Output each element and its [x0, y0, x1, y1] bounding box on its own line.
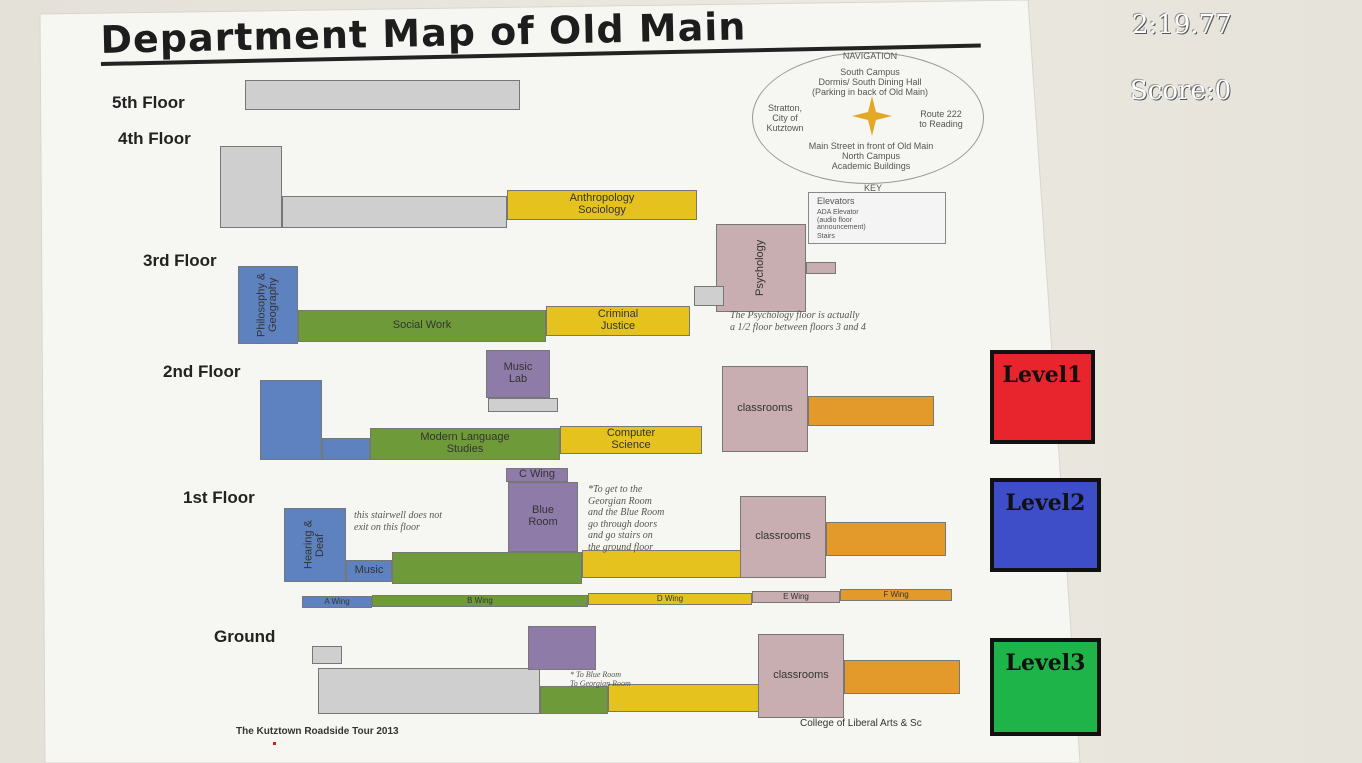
- footer-right: College of Liberal Arts & Sc: [800, 718, 922, 729]
- note-stairwell: this stairwell does not exit on this flo…: [354, 510, 443, 533]
- ground-east-wing: [844, 660, 960, 694]
- room-anthropology: Anthropology Sociology: [507, 190, 697, 220]
- ground-west-small: [312, 646, 342, 664]
- floor-label-ground: Ground: [214, 627, 276, 646]
- wing-b: B Wing: [372, 595, 588, 607]
- ground-west: [318, 668, 540, 714]
- map-key: Elevators ADA Elevator (audio floor anno…: [808, 192, 946, 244]
- floor-label-3: 3rd Floor: [143, 251, 217, 270]
- floor5-hall: [245, 80, 520, 110]
- floor-label-1: 1st Floor: [183, 488, 255, 507]
- note-psychology: The Psychology floor is actually a 1/2 f…: [730, 310, 866, 333]
- note-georgian: *To get to the Georgian Room and the Blu…: [588, 484, 665, 553]
- psychology-stairs: [694, 286, 724, 306]
- player-marker: [273, 742, 276, 745]
- key-ada: ADA Elevator (audio floor announcement): [817, 209, 866, 232]
- compass-east: Route 222 to Reading: [919, 109, 963, 129]
- navigation-compass: [752, 52, 984, 184]
- compass-south: South Campus Dormis/ South Dining Hall (…: [811, 67, 929, 97]
- room-music: Music: [346, 560, 392, 582]
- ground-green-hall: [540, 686, 608, 714]
- floor-label-5: 5th Floor: [112, 93, 185, 112]
- level-1-button[interactable]: Level1: [990, 350, 1095, 444]
- key-stairs: Stairs: [817, 233, 835, 240]
- floor1-d-hall: [582, 550, 746, 578]
- room-psychology: Psychology: [716, 224, 806, 312]
- level-3-label: Level3: [1005, 650, 1086, 676]
- level-2-button[interactable]: Level2: [990, 478, 1101, 572]
- level-1-label: Level1: [1002, 362, 1083, 388]
- room-music-lab: Music Lab: [486, 350, 550, 398]
- wing-d: D Wing: [588, 593, 752, 605]
- floor2-west-hall: [322, 438, 370, 460]
- key-elevators: Elevators: [817, 196, 855, 206]
- room-classrooms-ground: classrooms: [758, 634, 844, 718]
- music-lab-stair: [488, 398, 558, 412]
- room-social-work: Social Work: [298, 310, 546, 342]
- timer: 2:19.77: [1132, 10, 1232, 40]
- level-2-label: Level2: [1005, 490, 1086, 516]
- floor4-hall: [282, 196, 507, 228]
- room-modern-language: Modern Language Studies: [370, 428, 560, 460]
- ground-music-practice: [528, 626, 596, 670]
- compass-west: Stratton, City of Kutztown: [766, 103, 804, 133]
- footer-left: The Kutztown Roadside Tour 2013: [236, 726, 399, 737]
- room-c-wing: C Wing: [506, 468, 568, 482]
- room-hearing: Hearing & Deaf: [284, 508, 346, 582]
- key-heading: KEY: [863, 183, 882, 193]
- psychology-annex: [806, 262, 836, 274]
- room-classrooms-2: classrooms: [722, 366, 808, 452]
- room-computer-science: Computer Science: [560, 426, 702, 454]
- note-ground: * To Blue Room To Georgian Room: [570, 670, 631, 689]
- floor-label-4: 4th Floor: [118, 129, 191, 148]
- ground-yellow-hall: [608, 684, 762, 712]
- wing-f: F Wing: [840, 589, 952, 601]
- floor2-west: [260, 380, 322, 460]
- wing-a: A Wing: [302, 596, 372, 608]
- floor2-east-wing: [808, 396, 934, 426]
- floor-label-2: 2nd Floor: [163, 362, 241, 381]
- floor1-b-hall: [392, 552, 582, 584]
- wing-e: E Wing: [752, 591, 840, 603]
- room-philosophy: Philosophy & Geography: [238, 266, 298, 344]
- room-classrooms-1: classrooms: [740, 496, 826, 578]
- room-criminal-justice: Criminal Justice: [546, 306, 690, 336]
- level-3-button[interactable]: Level3: [990, 638, 1101, 736]
- floor1-east-wing: [826, 522, 946, 556]
- floor4-west: [220, 146, 282, 228]
- score: Score:0: [1130, 76, 1232, 106]
- compass-north: Main Street in front of Old Main North C…: [808, 141, 934, 171]
- compass-heading: NAVIGATION: [842, 51, 898, 61]
- room-blue-room: Blue Room: [508, 482, 578, 552]
